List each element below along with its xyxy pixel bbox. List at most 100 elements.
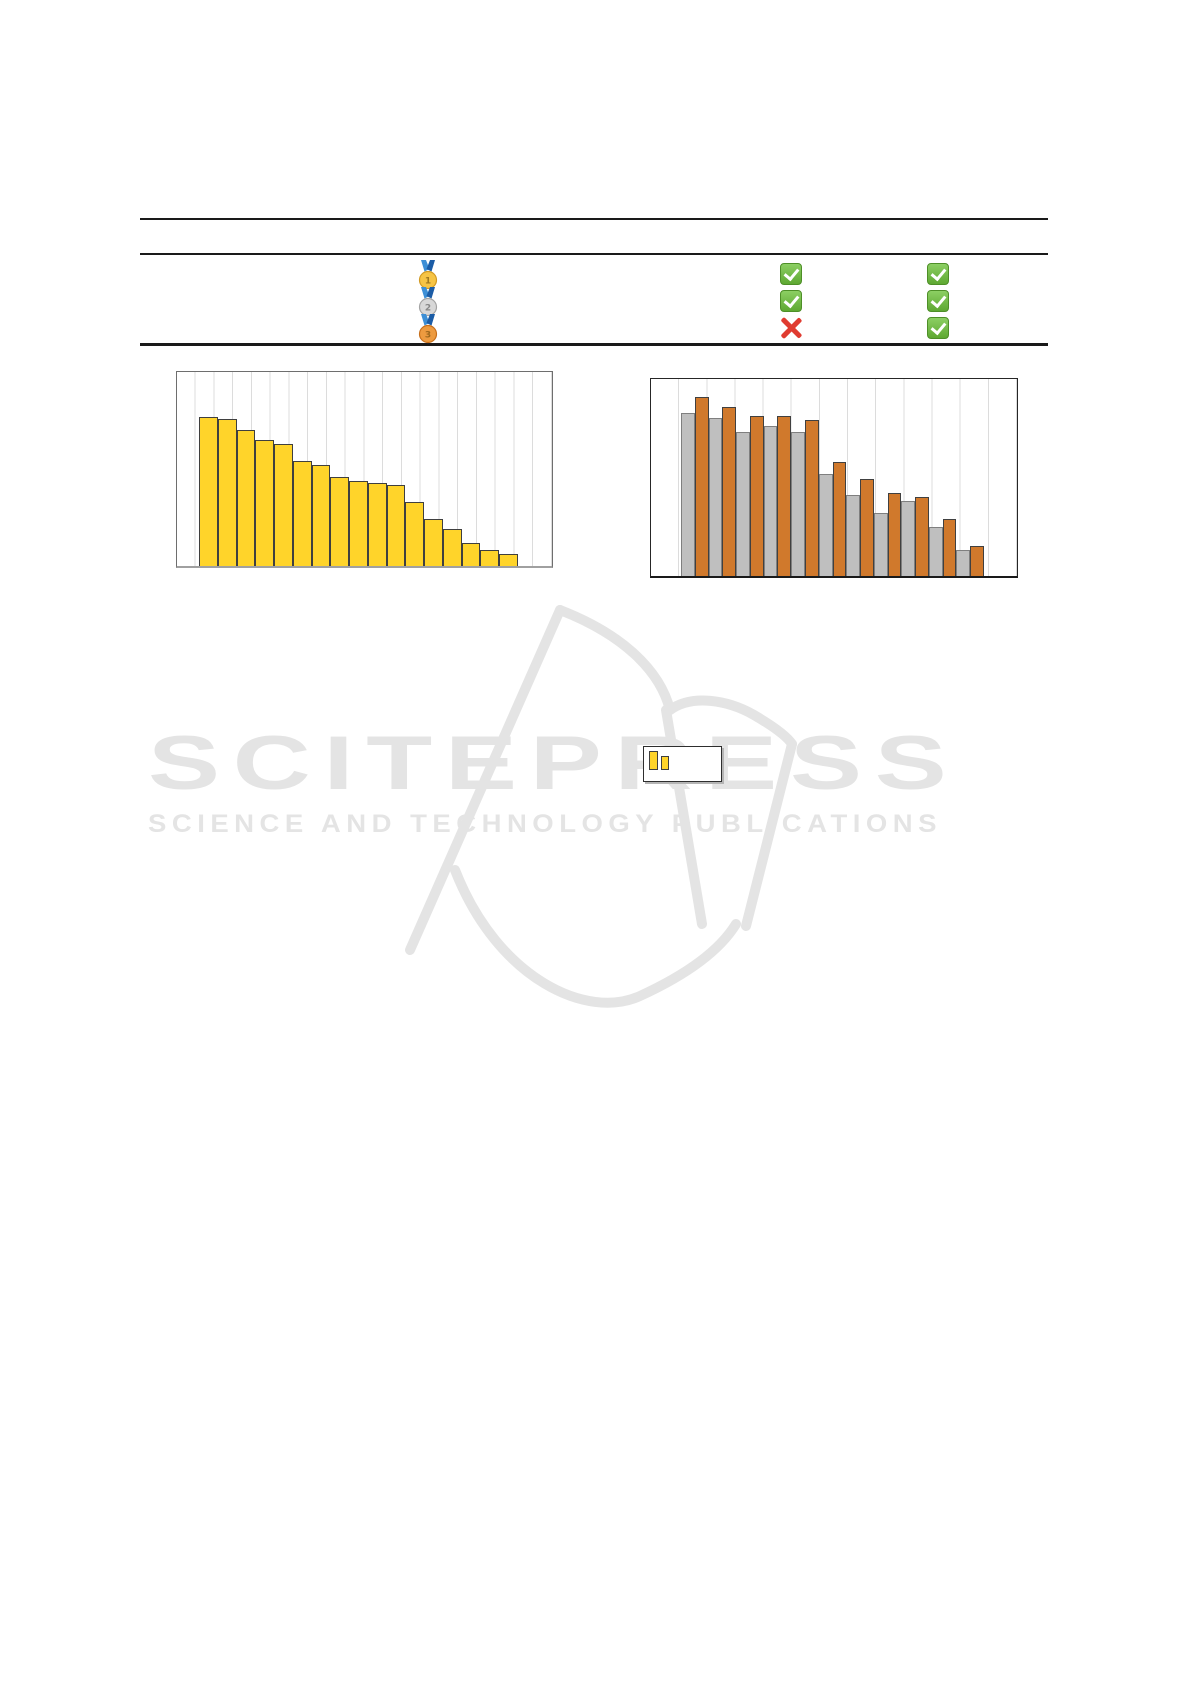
check-icon [927, 317, 949, 339]
bar-group [846, 379, 874, 576]
yellow-series-bar [424, 519, 443, 566]
rank-cell: 1 [417, 260, 439, 290]
bar-group [791, 379, 819, 576]
bar-group [330, 372, 350, 566]
right-bar-chart [650, 378, 1018, 578]
gray-series-bar [846, 495, 861, 576]
rank-cell: 3 [417, 314, 439, 344]
silver-medal-icon: 2 [418, 287, 438, 317]
left-chart-bars [199, 372, 519, 566]
table-row: 3 [140, 314, 1048, 344]
table-row: 1 [140, 260, 1048, 290]
orange-series-bar [970, 546, 984, 576]
gray-series-bar [708, 418, 723, 576]
yellow-series-bar [330, 476, 350, 566]
bar-group [236, 372, 256, 566]
gray-series-bar [818, 473, 833, 576]
criterion2-cell [927, 317, 949, 339]
gray-series-bar [736, 432, 750, 576]
criterion1-cell [780, 317, 802, 339]
yellow-series-bar [442, 529, 462, 566]
bar-group [386, 372, 406, 566]
bar-group [461, 372, 481, 566]
gray-series-bar [763, 426, 778, 576]
orange-series-bar [915, 497, 929, 576]
orange-series-bar [887, 493, 902, 576]
right-chart-bars [681, 379, 984, 576]
check-icon [780, 290, 802, 312]
svg-text:3: 3 [425, 331, 431, 341]
criterion1-cell [780, 263, 802, 285]
orange-series-bar [694, 396, 709, 576]
bar-group [708, 379, 737, 576]
orange-series-bar [777, 416, 792, 576]
gray-series-bar [791, 432, 805, 576]
svg-text:1: 1 [425, 277, 431, 287]
yellow-series-bar [349, 480, 368, 566]
bar-group [956, 379, 984, 576]
open-book-watermark-icon [405, 605, 797, 1008]
left-chart-legend [643, 746, 722, 782]
check-icon [927, 290, 949, 312]
bar-group [274, 372, 293, 566]
table-top-rule [140, 218, 1048, 220]
gray-series-bar [873, 512, 888, 576]
bar-group [442, 372, 462, 566]
gray-series-bar [928, 526, 943, 576]
bar-group [873, 379, 902, 576]
watermark-subtitle: SCIENCE AND TECHNOLOGY PUBLICATIONS [148, 810, 942, 838]
yellow-series-bar [199, 416, 218, 566]
gold-medal-icon: 1 [418, 260, 438, 290]
yellow-series-bar [386, 484, 406, 566]
bar-group [292, 372, 312, 566]
bar-group [349, 372, 368, 566]
watermark-title: SCITEPRESS [148, 721, 960, 806]
criterion2-cell [927, 290, 949, 312]
criterion2-cell [927, 263, 949, 285]
bar-group [199, 372, 218, 566]
yellow-series-bar [236, 430, 256, 566]
bar-group [763, 379, 792, 576]
orange-series-bar [749, 416, 764, 576]
orange-series-bar [832, 461, 847, 576]
gray-series-bar [901, 501, 916, 576]
yellow-series-bar [367, 482, 387, 566]
cross-icon [780, 317, 800, 337]
left-bar-chart [176, 371, 722, 782]
bar-group [311, 372, 331, 566]
yellow-series-swatch [661, 756, 669, 770]
yellow-series-bar [405, 501, 425, 566]
table-bottom-rule [140, 343, 1048, 346]
bar-group [736, 379, 764, 576]
orange-series-bar [860, 479, 874, 576]
orange-series-bar [722, 406, 737, 576]
svg-text:2: 2 [425, 304, 431, 314]
criterion1-cell [780, 290, 802, 312]
yellow-series-bar [292, 461, 312, 566]
bar-group [255, 372, 275, 566]
orange-series-bar [942, 518, 957, 576]
bronze-medal-icon: 3 [418, 314, 438, 344]
rank-cell: 2 [417, 287, 439, 317]
bar-group [405, 372, 425, 566]
yellow-series-bar [255, 439, 275, 566]
check-icon [927, 263, 949, 285]
legend-entry [649, 751, 669, 770]
bar-group [681, 379, 709, 576]
gray-series-bar [956, 550, 971, 576]
yellow-series-bar [480, 550, 500, 566]
bar-group [367, 372, 387, 566]
bar-group [928, 379, 957, 576]
bar-group [901, 379, 929, 576]
gray-series-bar [681, 412, 695, 576]
yellow-series-swatch [649, 751, 658, 770]
bar-group [217, 372, 237, 566]
yellow-series-bar [311, 465, 331, 566]
table-mid-rule [140, 253, 1048, 255]
orange-series-bar [804, 420, 819, 576]
bar-group [480, 372, 500, 566]
bar-group [499, 372, 519, 566]
yellow-series-bar [461, 542, 481, 566]
yellow-series-bar [274, 443, 293, 566]
